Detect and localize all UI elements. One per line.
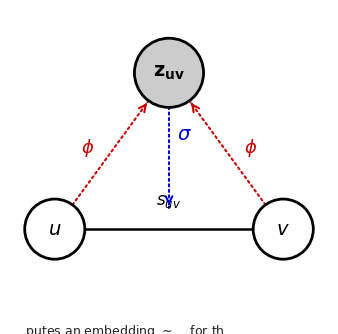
Text: $\ldots$putes an embedding $\sim$    for th$\ldots$: $\ldots$putes an embedding $\sim$ for th… xyxy=(13,323,237,334)
Circle shape xyxy=(25,199,85,259)
Text: $\sigma$: $\sigma$ xyxy=(177,125,192,144)
Text: $u$: $u$ xyxy=(48,220,62,238)
Text: $\phi$: $\phi$ xyxy=(81,137,95,159)
Text: $s_{uv}$: $s_{uv}$ xyxy=(156,192,182,210)
Text: $\mathbf{z_{uv}}$: $\mathbf{z_{uv}}$ xyxy=(153,63,185,82)
Text: $\phi$: $\phi$ xyxy=(243,137,257,159)
Circle shape xyxy=(135,38,203,108)
Circle shape xyxy=(253,199,313,259)
Text: $v$: $v$ xyxy=(276,220,290,238)
